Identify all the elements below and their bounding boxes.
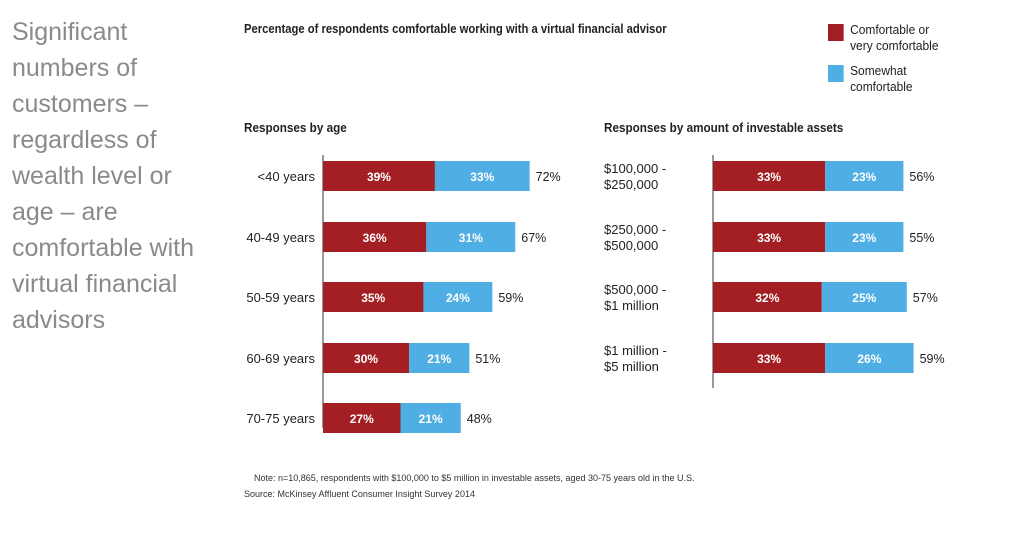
category-label: $5 million [604, 359, 659, 374]
data-label: 25% [852, 291, 876, 305]
data-label: 33% [757, 231, 781, 245]
data-label: 24% [446, 291, 470, 305]
data-label: 31% [459, 231, 483, 245]
total-label: 55% [909, 231, 934, 245]
bar-segment [713, 222, 826, 252]
bar-segment [434, 161, 530, 191]
category-label: $250,000 [604, 177, 658, 192]
category-label: $500,000 - [604, 282, 666, 297]
category-label: $1 million - [604, 343, 667, 358]
bar-segment [423, 282, 493, 312]
legend-label: Somewhat comfortable [850, 63, 913, 94]
category-label: $250,000 - [604, 222, 666, 237]
data-label: 21% [427, 352, 451, 366]
data-label: 23% [852, 231, 876, 245]
bar-segment [713, 282, 822, 312]
category-label: <40 years [258, 169, 316, 184]
category-label: $1 million [604, 298, 659, 313]
data-label: 21% [419, 412, 443, 426]
bar-segment [426, 222, 516, 252]
total-label: 67% [521, 231, 546, 245]
legend-label: Comfortable or very comfortable [850, 22, 939, 53]
data-label: 32% [755, 291, 779, 305]
chart-title: Percentage of respondents comfortable wo… [244, 22, 667, 36]
bar-segment [825, 222, 904, 252]
bar-segment [409, 343, 470, 373]
note: Note: n=10,865, respondents with $100,00… [254, 473, 695, 483]
bar-segment [323, 403, 401, 433]
category-label: $100,000 - [604, 161, 666, 176]
legend-item-comfortable: Comfortable or very comfortable [828, 22, 951, 54]
bar-segment [713, 161, 826, 191]
bar-segment [323, 343, 410, 373]
total-label: 59% [920, 352, 945, 366]
total-label: 57% [913, 291, 938, 305]
subtitle-assets: Responses by amount of investable assets [604, 120, 844, 135]
bar-segment [323, 161, 435, 191]
data-label: 39% [367, 170, 391, 184]
bar-segment [400, 403, 461, 433]
legend: Comfortable or very comfortable Somewhat… [828, 22, 962, 104]
legend-swatch-blue [828, 65, 844, 82]
category-label: 60-69 years [246, 351, 315, 366]
category-label: 50-59 years [246, 290, 315, 305]
legend-swatch-red [828, 24, 844, 41]
data-label: 36% [363, 231, 387, 245]
data-label: 35% [361, 291, 385, 305]
data-label: 26% [857, 352, 881, 366]
bar-segment [323, 282, 424, 312]
total-label: 59% [498, 291, 523, 305]
bar-segment [323, 222, 427, 252]
data-label: 33% [757, 170, 781, 184]
bar-segment [713, 343, 826, 373]
bar-segment [825, 161, 904, 191]
data-label: 33% [470, 170, 494, 184]
category-label: $500,000 [604, 238, 658, 253]
legend-item-somewhat: Somewhat comfortable [828, 63, 951, 95]
category-label: 40-49 years [246, 230, 315, 245]
data-label: 23% [852, 170, 876, 184]
data-label: 33% [757, 352, 781, 366]
source: Source: McKinsey Affluent Consumer Insig… [244, 489, 475, 499]
bar-segment [825, 343, 914, 373]
data-label: 27% [350, 412, 374, 426]
total-label: 72% [536, 170, 561, 184]
headline: Significant numbers of customers – regar… [12, 18, 195, 334]
bar-segment [821, 282, 907, 312]
subtitle-age: Responses by age [244, 120, 347, 135]
data-label: 30% [354, 352, 378, 366]
total-label: 51% [475, 352, 500, 366]
total-label: 48% [467, 412, 492, 426]
category-label: 70-75 years [246, 411, 315, 426]
total-label: 56% [909, 170, 934, 184]
